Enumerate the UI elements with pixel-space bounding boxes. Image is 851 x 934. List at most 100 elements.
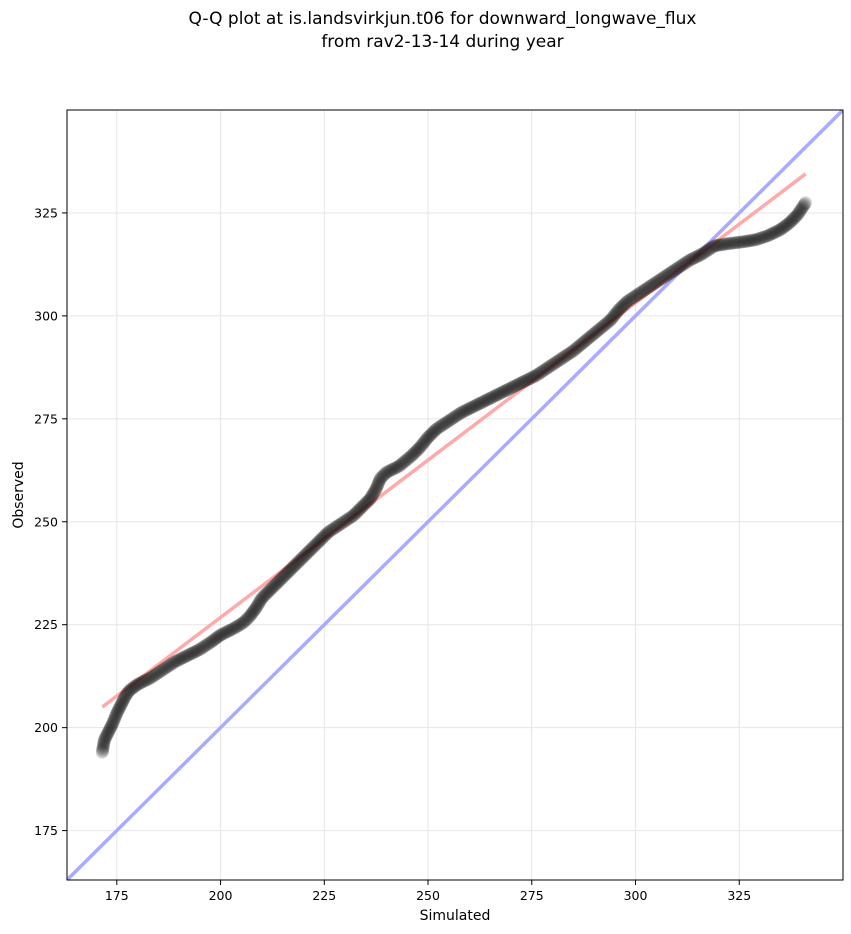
qq-point [130, 678, 144, 692]
qq-point [560, 348, 574, 362]
qq-point [636, 284, 650, 298]
qq-point [350, 505, 364, 519]
qq-point [668, 263, 682, 277]
qq-point [124, 682, 138, 696]
qq-point [253, 595, 267, 609]
qq-point [615, 299, 629, 313]
qq-point [685, 252, 699, 266]
qq-point [362, 493, 376, 507]
qq-point [461, 402, 475, 416]
qq-point [344, 510, 358, 524]
qq-point [734, 235, 748, 249]
qq-point [431, 421, 445, 435]
qq-point [302, 544, 316, 558]
qq-point [720, 237, 734, 251]
qq-point [246, 605, 260, 619]
qq-point [594, 321, 608, 335]
qq-point [233, 618, 247, 631]
qq-point [244, 608, 258, 622]
qq-point [626, 290, 640, 304]
qq-point [408, 446, 422, 460]
qq-point [321, 526, 335, 540]
qq-point [316, 530, 330, 544]
qq-point [365, 489, 379, 503]
qq-point [608, 307, 622, 321]
qq-point [306, 541, 320, 555]
qq-point [683, 253, 697, 267]
qq-point [249, 600, 263, 614]
qq-point [161, 660, 175, 674]
x-tick-label: 300 [624, 888, 648, 903]
qq-point [629, 289, 643, 303]
x-tick-label: 175 [105, 888, 129, 903]
qq-point [372, 474, 386, 488]
qq-point [701, 243, 715, 257]
qq-point [125, 682, 139, 696]
qq-point [428, 423, 442, 437]
qq-point [371, 476, 385, 490]
qq-point [255, 591, 269, 605]
qq-point [365, 488, 379, 502]
qq-point [366, 487, 380, 501]
qq-point [101, 725, 115, 739]
qq-point [271, 575, 285, 589]
qq-point [451, 408, 465, 422]
qq-point [681, 254, 695, 268]
qq-point [778, 219, 792, 233]
qq-point [190, 644, 204, 658]
qq-point [322, 524, 336, 538]
qq-point [215, 627, 229, 641]
qq-point [662, 267, 676, 281]
qq-point [160, 660, 174, 674]
qq-point [212, 629, 226, 643]
qq-point [488, 389, 502, 403]
qq-point [245, 606, 259, 620]
qq-point [797, 198, 811, 212]
qq-point [358, 497, 372, 511]
qq-point [143, 671, 157, 685]
qq-point [294, 552, 308, 566]
qq-point [285, 561, 299, 575]
qq-point [491, 388, 505, 402]
qq-point [393, 458, 407, 472]
qq-point [127, 680, 141, 694]
qq-point [607, 308, 621, 322]
qq-point [103, 723, 117, 737]
qq-point [639, 282, 653, 296]
x-ticks: 175 200 225 250 275 300 325 [105, 880, 751, 903]
qq-point [666, 264, 680, 278]
qq-point [599, 317, 613, 331]
qq-point [464, 401, 478, 415]
qq-point [341, 512, 355, 526]
qq-point [749, 233, 763, 247]
qq-point [650, 275, 664, 289]
qq-point [686, 252, 700, 266]
qq-point [427, 425, 441, 439]
qq-point [359, 496, 373, 510]
qq-point [750, 232, 764, 246]
qq-point [614, 300, 628, 314]
qq-point [584, 330, 598, 344]
qq-point [179, 649, 193, 663]
qq-point [760, 229, 774, 243]
qq-point [178, 650, 192, 664]
qq-point [621, 294, 635, 308]
qq-point [565, 345, 579, 359]
qq-point [120, 687, 134, 701]
qq-point [510, 378, 524, 392]
qq-point [379, 466, 393, 480]
qq-point [580, 333, 594, 347]
qq-point [177, 650, 191, 664]
qq-point [619, 296, 633, 310]
qq-point [196, 640, 210, 654]
qq-point [531, 367, 545, 381]
qq-point [111, 703, 125, 717]
qq-point [154, 664, 168, 678]
qq-point [214, 628, 228, 642]
qq-point [665, 265, 679, 279]
qq-point [564, 345, 578, 359]
qq-point [645, 278, 659, 292]
qq-point [373, 473, 387, 487]
qq-point [305, 542, 319, 556]
qq-point [715, 238, 729, 252]
